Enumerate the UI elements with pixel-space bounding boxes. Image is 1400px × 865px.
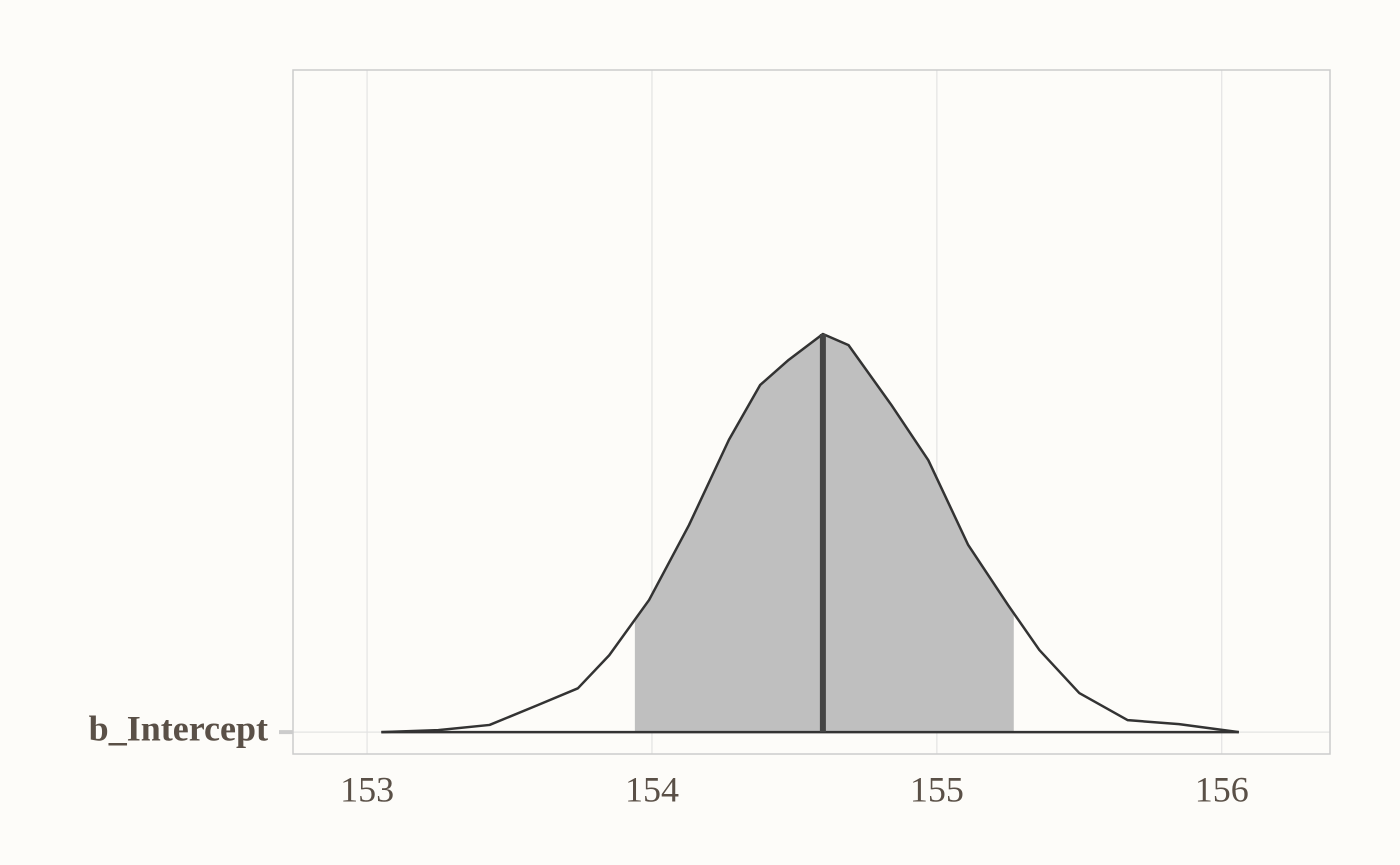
panel-border bbox=[292, 69, 1331, 755]
density-line bbox=[381, 332, 1240, 734]
y-tick-label: b_Intercept bbox=[89, 708, 268, 748]
x-tick-label: 153 bbox=[340, 769, 394, 809]
x-tick-label: 155 bbox=[910, 769, 964, 809]
x-tick-label: 156 bbox=[1195, 769, 1249, 809]
x-tick-label: 154 bbox=[625, 769, 679, 809]
